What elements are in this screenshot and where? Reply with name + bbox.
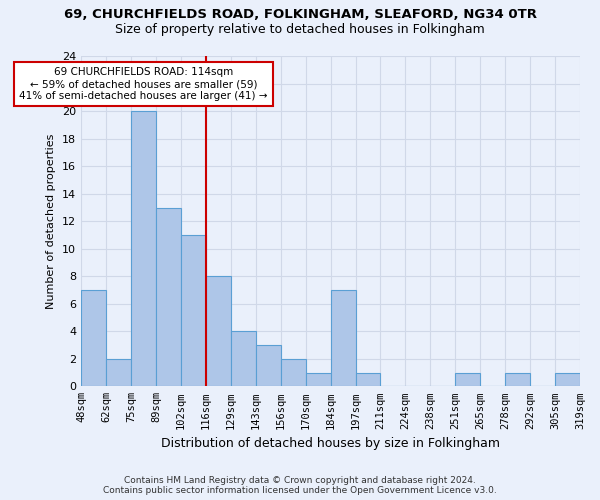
Bar	[156, 208, 181, 386]
Bar	[331, 290, 356, 386]
Bar	[231, 332, 256, 386]
Text: 69, CHURCHFIELDS ROAD, FOLKINGHAM, SLEAFORD, NG34 0TR: 69, CHURCHFIELDS ROAD, FOLKINGHAM, SLEAF…	[64, 8, 536, 20]
Bar	[455, 372, 480, 386]
Bar	[305, 372, 331, 386]
Text: Contains HM Land Registry data © Crown copyright and database right 2024.
Contai: Contains HM Land Registry data © Crown c…	[103, 476, 497, 495]
X-axis label: Distribution of detached houses by size in Folkingham: Distribution of detached houses by size …	[161, 437, 500, 450]
Bar	[181, 235, 206, 386]
Bar	[206, 276, 231, 386]
Bar	[131, 112, 156, 386]
Bar	[256, 345, 281, 387]
Bar	[505, 372, 530, 386]
Text: Size of property relative to detached houses in Folkingham: Size of property relative to detached ho…	[115, 22, 485, 36]
Bar	[81, 290, 106, 386]
Text: 69 CHURCHFIELDS ROAD: 114sqm
← 59% of detached houses are smaller (59)
41% of se: 69 CHURCHFIELDS ROAD: 114sqm ← 59% of de…	[19, 68, 268, 100]
Bar	[555, 372, 580, 386]
Bar	[356, 372, 380, 386]
Bar	[281, 359, 305, 386]
Y-axis label: Number of detached properties: Number of detached properties	[46, 134, 56, 309]
Bar	[106, 359, 131, 386]
